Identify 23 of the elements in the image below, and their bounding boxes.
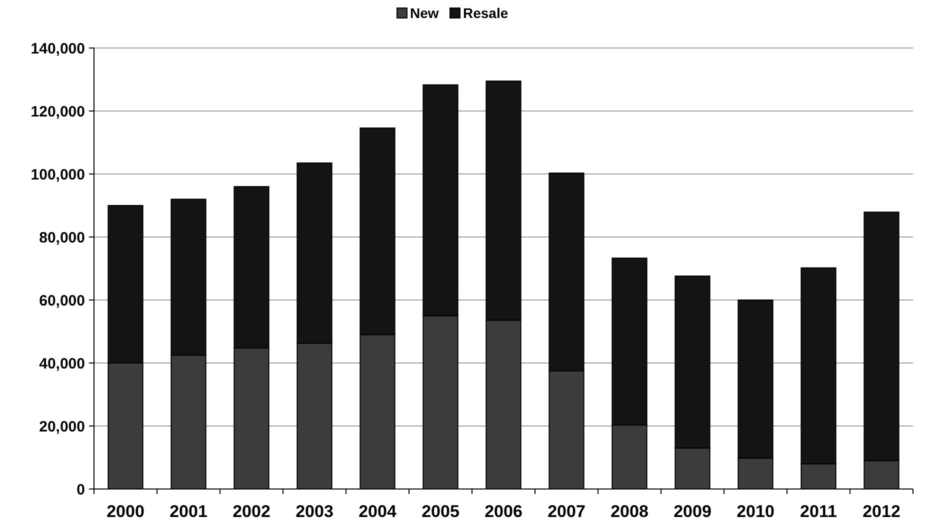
y-tick-label: 40,000 [39, 355, 85, 372]
x-tick-label: 2008 [610, 502, 648, 521]
y-tick-label: 80,000 [39, 229, 85, 246]
legend-label: New [410, 5, 439, 21]
y-tick-label: 0 [76, 481, 85, 498]
y-tick-label: 140,000 [30, 40, 85, 58]
x-tick-label: 2010 [736, 502, 774, 521]
x-tick-label: 2004 [358, 502, 397, 521]
x-tick-label: 2012 [862, 502, 900, 521]
x-tick-label: 2003 [296, 502, 334, 521]
legend-label: Resale [463, 5, 508, 21]
x-tick-label: 2000 [106, 502, 144, 521]
y-tick-label: 100,000 [30, 166, 85, 184]
x-tick-label: 2009 [674, 502, 712, 521]
y-tick-label: 20,000 [39, 418, 85, 436]
y-tick-label: 120,000 [30, 103, 85, 120]
x-tick-label: 2006 [484, 502, 522, 521]
x-tick-label: 2005 [422, 502, 460, 521]
x-tick-label: 2002 [232, 502, 270, 521]
x-tick-label: 2011 [800, 502, 837, 521]
y-tick-label: 60,000 [39, 292, 85, 310]
x-tick-label: 2001 [170, 502, 208, 521]
x-tick-label: 2007 [548, 502, 586, 521]
